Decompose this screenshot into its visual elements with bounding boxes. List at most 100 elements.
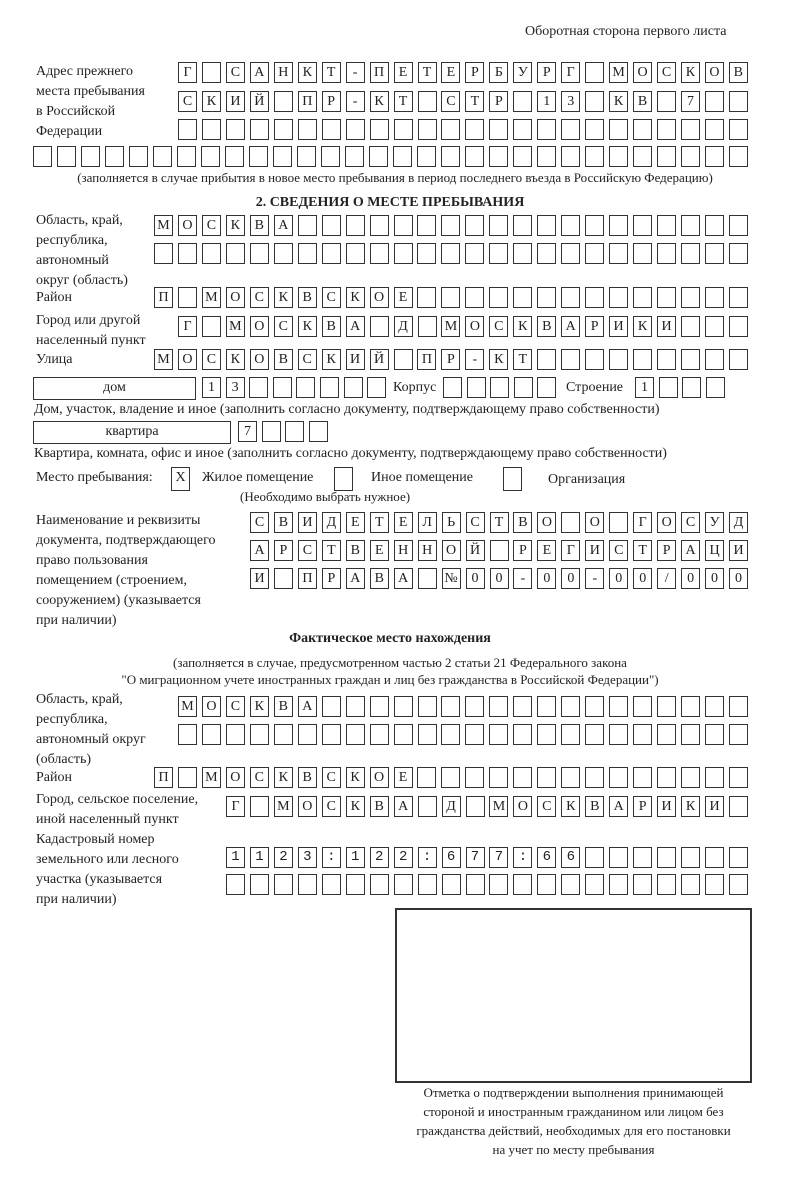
district-row-cell[interactable] <box>537 287 557 308</box>
building-row-cell[interactable] <box>705 377 725 398</box>
doc-row-3-cell[interactable]: А <box>393 568 413 589</box>
prev-address-row-1-cell[interactable]: Т <box>417 62 437 83</box>
region-row-2-cell[interactable] <box>680 243 700 264</box>
city-row-cell[interactable]: Р <box>585 316 605 337</box>
doc-row-2-cell[interactable]: Р <box>657 540 677 561</box>
region-row-2-cell[interactable] <box>225 243 245 264</box>
actual-district-row-cell[interactable] <box>728 767 748 788</box>
actual-district-row-cell[interactable] <box>513 767 533 788</box>
actual-region-row-1-cell[interactable]: С <box>225 696 245 717</box>
actual-region-row-2-cell[interactable] <box>441 724 461 745</box>
region-row-1-cell[interactable] <box>369 215 389 236</box>
actual-region-row-1-cell[interactable]: О <box>201 696 221 717</box>
region-row-2-cell[interactable] <box>465 243 485 264</box>
doc-row-2-cell[interactable]: С <box>609 540 629 561</box>
actual-region-row-2-cell[interactable] <box>609 724 629 745</box>
actual-region-row-1-cell[interactable]: А <box>297 696 317 717</box>
actual-region-row-1-cell[interactable] <box>609 696 629 717</box>
actual-city-row-cell[interactable]: Г <box>226 796 245 817</box>
region-row-1-cell[interactable] <box>704 215 724 236</box>
actual-district-row-cell[interactable] <box>585 767 605 788</box>
actual-district-row-cell[interactable]: К <box>345 767 365 788</box>
city-row-cell[interactable] <box>201 316 221 337</box>
city-row-cell[interactable]: К <box>297 316 317 337</box>
street-row-cell[interactable]: М <box>154 349 173 370</box>
street-row-cell[interactable]: П <box>417 349 437 370</box>
actual-region-row-1-cell[interactable]: М <box>178 696 197 717</box>
region-row-2-cell[interactable] <box>369 243 389 264</box>
actual-city-row-cell[interactable]: М <box>489 796 509 817</box>
street-row-cell[interactable] <box>656 349 676 370</box>
actual-district-row-cell[interactable] <box>633 767 652 788</box>
city-row-cell[interactable]: С <box>489 316 509 337</box>
street-row-cell[interactable] <box>561 349 581 370</box>
doc-row-1-cell[interactable]: Т <box>489 512 509 533</box>
region-row-1-cell[interactable] <box>441 215 461 236</box>
doc-row-2-cell[interactable]: Т <box>321 540 341 561</box>
prev-address-row-2-cell[interactable]: 3 <box>561 91 581 112</box>
doc-row-2-cell[interactable]: В <box>345 540 365 561</box>
prev-address-row-3-cell[interactable] <box>489 119 509 140</box>
district-row-cell[interactable]: Е <box>393 287 413 308</box>
district-row-cell[interactable]: К <box>345 287 365 308</box>
city-row-cell[interactable]: О <box>465 316 485 337</box>
prev-address-row-2-cell[interactable]: С <box>178 91 197 112</box>
prev-address-row-4-cell[interactable] <box>81 146 100 167</box>
actual-district-row-cell[interactable]: С <box>249 767 269 788</box>
prev-address-row-3-cell[interactable] <box>249 119 269 140</box>
actual-region-row-1-cell[interactable] <box>465 696 485 717</box>
stay-checkbox-other[interactable] <box>334 467 353 491</box>
street-row-cell[interactable]: Й <box>369 349 389 370</box>
district-row-cell[interactable]: М <box>201 287 221 308</box>
actual-region-row-1-cell[interactable] <box>441 696 461 717</box>
street-row-cell[interactable]: С <box>201 349 221 370</box>
doc-row-1-cell[interactable] <box>609 512 629 533</box>
apt-type-field[interactable]: квартира <box>33 421 231 444</box>
doc-row-1-cell[interactable]: Д <box>729 512 748 533</box>
doc-row-1-cell[interactable]: О <box>657 512 677 533</box>
region-row-2-cell[interactable] <box>417 243 437 264</box>
city-row-cell[interactable]: И <box>657 316 676 337</box>
doc-row-3-cell[interactable]: П <box>297 568 317 589</box>
doc-row-3-cell[interactable]: А <box>345 568 365 589</box>
actual-district-row-cell[interactable] <box>465 767 485 788</box>
actual-region-row-1-cell[interactable]: В <box>273 696 293 717</box>
actual-region-row-2-cell[interactable] <box>465 724 485 745</box>
doc-row-1-cell[interactable]: О <box>537 512 557 533</box>
cadastral-row-2-cell[interactable] <box>417 874 437 895</box>
cadastral-row-1-cell[interactable] <box>226 847 245 868</box>
actual-city-row-cell[interactable]: А <box>393 796 413 817</box>
actual-region-row-1-cell[interactable] <box>489 696 509 717</box>
doc-row-2-cell[interactable]: Ц <box>705 540 725 561</box>
prev-address-row-1-cell[interactable]: Р <box>465 62 485 83</box>
prev-address-row-3-cell[interactable] <box>585 119 605 140</box>
korpus-row-cell[interactable] <box>513 377 533 398</box>
doc-row-3-cell[interactable]: № <box>441 568 461 589</box>
prev-address-row-3-cell[interactable] <box>345 119 365 140</box>
cadastral-row-1-cell[interactable] <box>705 847 724 868</box>
doc-row-3-cell[interactable]: Р <box>321 568 341 589</box>
doc-row-1-cell[interactable]: Д <box>321 512 341 533</box>
prev-address-row-3-cell[interactable] <box>704 119 724 140</box>
doc-row-2-cell[interactable]: О <box>441 540 461 561</box>
city-row-cell[interactable]: Д <box>393 316 413 337</box>
prev-address-row-3-cell[interactable] <box>633 119 653 140</box>
korpus-row-cell[interactable] <box>443 377 462 398</box>
doc-row-2-cell[interactable]: Г <box>561 540 581 561</box>
actual-city-row-cell[interactable]: А <box>609 796 629 817</box>
doc-row-2-cell[interactable]: Й <box>465 540 485 561</box>
building-row-cell[interactable] <box>658 377 678 398</box>
city-row-cell[interactable]: А <box>561 316 581 337</box>
street-row-cell[interactable] <box>609 349 629 370</box>
doc-row-3-cell[interactable] <box>417 568 437 589</box>
prev-address-row-4-cell[interactable] <box>201 146 220 167</box>
actual-region-row-2-cell[interactable] <box>225 724 245 745</box>
prev-address-row-2-cell[interactable]: 7 <box>680 91 700 112</box>
district-row-cell[interactable]: К <box>273 287 293 308</box>
city-row-cell[interactable]: С <box>273 316 293 337</box>
district-row-cell[interactable] <box>680 287 700 308</box>
prev-address-row-1-cell[interactable]: Т <box>321 62 341 83</box>
street-row-cell[interactable] <box>585 349 605 370</box>
actual-district-row-cell[interactable] <box>441 767 461 788</box>
region-row-2-cell[interactable] <box>537 243 557 264</box>
